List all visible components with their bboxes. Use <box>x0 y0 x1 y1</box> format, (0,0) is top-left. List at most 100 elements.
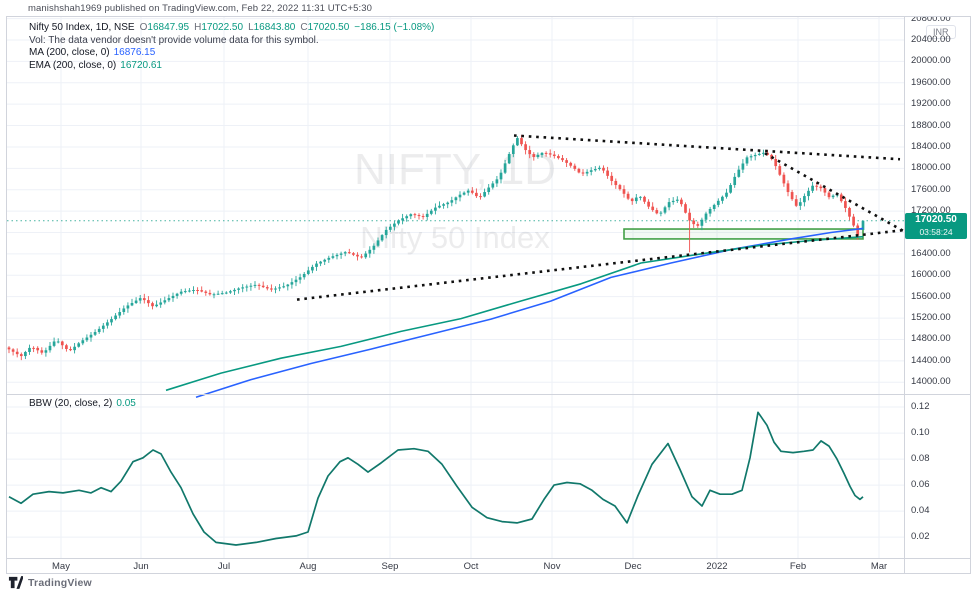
bbw-tick-label: 0.04 <box>911 505 930 517</box>
price-scale[interactable]: INR 14000.00 14400.00 14800.00 15200.00 1560… <box>904 17 970 573</box>
chart-canvas[interactable]: NIFTY, 1D Nifty 50 Index <box>7 17 970 573</box>
candle-body <box>364 253 368 258</box>
candle-body <box>73 346 76 351</box>
candle-body <box>659 212 663 214</box>
watermark-symbol: NIFTY, 1D <box>354 145 556 194</box>
candle-body <box>212 294 216 296</box>
candle-body <box>44 350 48 353</box>
candle-body <box>794 199 798 206</box>
bar-countdown: 03:58:24 <box>919 227 953 237</box>
candle-body <box>339 253 343 255</box>
candle-body <box>335 254 339 257</box>
candle-body <box>839 194 843 202</box>
chart-frame: NIFTY, 1D Nifty 50 Index Nifty 50 Index, … <box>6 16 971 574</box>
candle-body <box>450 200 454 203</box>
candle-body <box>589 170 593 172</box>
candle-body <box>507 154 511 164</box>
candle-body <box>278 287 281 289</box>
candle-body <box>823 188 827 193</box>
candle-body <box>52 341 56 346</box>
candle-body <box>700 219 704 226</box>
price-tick-label: 16400.00 <box>911 247 951 259</box>
tradingview-brand-text: TradingView <box>28 576 92 589</box>
candle-body <box>680 199 683 205</box>
tradingview-branding[interactable]: TradingView <box>8 575 92 590</box>
bbw-legend-row[interactable]: BBW (20, close, 2) 0.05 <box>29 398 136 409</box>
volume-note-row: Vol: The data vendor doesn't provide vol… <box>29 35 434 48</box>
candle-body <box>200 290 204 292</box>
ema-legend-row[interactable]: EMA (200, close, 0) 16720.61 <box>29 60 434 73</box>
trendline-rising-support <box>296 228 907 301</box>
change-value: −186.15 (−1.08%) <box>354 22 435 33</box>
candle-body <box>352 253 355 255</box>
candle-body <box>639 196 642 198</box>
candle-body <box>499 172 503 180</box>
candle-body <box>397 220 400 224</box>
candle-body <box>827 192 831 198</box>
ema-label: EMA (200, close, 0) <box>29 59 117 71</box>
candle-body <box>475 192 478 197</box>
candle-body <box>196 290 199 292</box>
candle-body <box>532 154 536 157</box>
candle-body <box>28 347 31 352</box>
candle-body <box>347 252 351 254</box>
candle-body <box>753 154 757 157</box>
candle-body <box>380 235 384 241</box>
candle-body <box>122 308 126 313</box>
candle-body <box>557 156 560 159</box>
ema-value: 16720.61 <box>120 59 162 71</box>
candle-body <box>290 282 294 285</box>
candle-body <box>286 284 290 287</box>
candle-body <box>774 158 778 167</box>
candle-body <box>692 220 696 225</box>
ohlc-letter: C <box>300 22 308 33</box>
candle-body <box>216 293 220 295</box>
symbol-legend-row[interactable]: Nifty 50 Index, 1D, NSE O16847.95 H17022.5… <box>29 22 434 35</box>
candle-body <box>540 152 544 155</box>
candle-body <box>97 328 101 333</box>
candle-body <box>409 214 413 217</box>
ohlc-letter: L <box>248 22 254 33</box>
candle-body <box>11 349 15 352</box>
candle-body <box>811 185 814 191</box>
ohlc-value: 17020.50 <box>307 22 350 33</box>
candle-body <box>60 341 64 346</box>
candle-body <box>684 204 687 213</box>
ohlc-letter: O <box>139 22 148 33</box>
last-price-value: 17020.50 <box>915 214 957 225</box>
time-scale[interactable]: May Jun Jul Aug Sep Oct Nov Dec 2022 Feb Mar <box>7 558 904 573</box>
candle-body <box>118 312 122 316</box>
candle-body <box>733 176 737 186</box>
candle-body <box>606 170 609 176</box>
candle-body <box>565 160 568 163</box>
ma-legend-row[interactable]: MA (200, close, 0) 16876.15 <box>29 47 434 60</box>
candle-body <box>245 286 249 288</box>
candle-body <box>237 288 240 290</box>
candle-body <box>716 200 720 205</box>
candle-body <box>778 166 782 175</box>
ma-label: MA (200, close, 0) <box>29 47 110 58</box>
candle-body <box>130 303 134 306</box>
ma-200-line <box>195 227 864 398</box>
price-tick-label: 20400.00 <box>911 33 951 45</box>
candle-body <box>483 192 486 197</box>
candle-body <box>815 185 819 187</box>
main-legend[interactable]: Nifty 50 Index, 1D, NSE O16847.95 H17022.5… <box>29 22 434 72</box>
candle-body <box>179 291 183 294</box>
candle-body <box>446 202 450 205</box>
candle-body <box>327 257 331 260</box>
candle-body <box>749 156 753 158</box>
candle-body <box>647 201 650 207</box>
candle-body <box>294 279 298 283</box>
candle-body <box>429 210 433 214</box>
candle-body <box>856 225 860 236</box>
time-tick-label: Mar <box>870 561 888 572</box>
price-tick-label: 15600.00 <box>911 290 951 302</box>
candle-body <box>93 332 97 335</box>
candle-body <box>261 285 265 288</box>
candle-body <box>85 337 89 341</box>
ohlc-values: O16847.95 H17022.50 L16843.80 C17020.50 <box>135 22 350 33</box>
candle-body <box>610 175 614 181</box>
candle-body <box>741 163 745 170</box>
candle-body <box>257 284 261 286</box>
